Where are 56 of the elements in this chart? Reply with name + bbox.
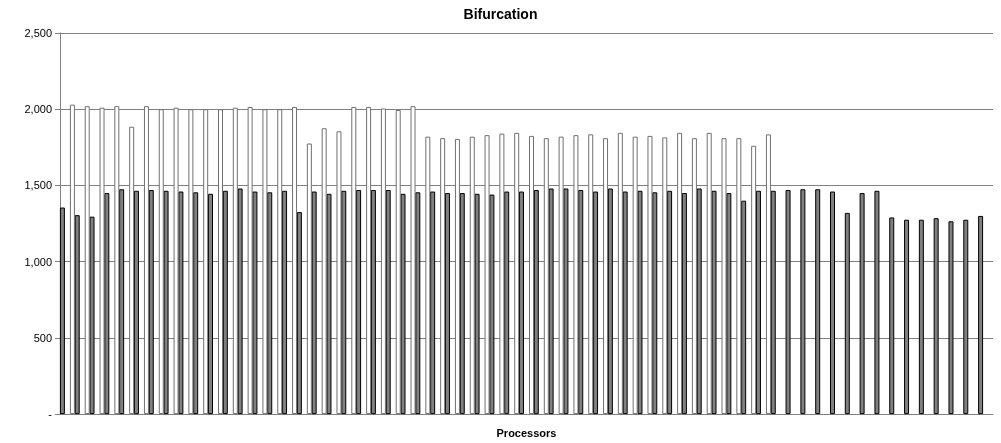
bar — [292, 106, 298, 415]
bar — [84, 106, 90, 415]
bar — [232, 107, 238, 415]
bar — [158, 109, 164, 415]
bar — [543, 138, 549, 415]
bar — [366, 106, 372, 415]
bar — [336, 131, 342, 415]
y-tick-label: 1,000 — [24, 255, 52, 268]
bar — [351, 106, 357, 415]
bar — [129, 126, 135, 415]
bar — [321, 128, 327, 415]
bar — [203, 109, 209, 415]
bar — [484, 135, 490, 415]
bar — [173, 107, 179, 415]
bar — [380, 108, 386, 415]
bar — [440, 138, 446, 415]
bar — [514, 132, 520, 415]
bar — [691, 138, 697, 415]
bar — [277, 109, 283, 415]
bar — [425, 136, 431, 415]
bar — [558, 136, 564, 415]
bar — [721, 138, 727, 415]
bar — [306, 143, 312, 415]
y-tick-label: 2,000 — [24, 103, 52, 116]
bar — [529, 135, 534, 415]
bar — [188, 109, 194, 415]
bar — [677, 132, 683, 415]
y-tick-label: 500 — [33, 331, 52, 344]
bar — [218, 109, 223, 415]
bar — [499, 133, 505, 415]
bar — [395, 109, 401, 415]
bar — [99, 107, 105, 415]
bar — [647, 135, 653, 415]
bar — [751, 145, 757, 415]
bar — [573, 135, 579, 415]
y-tick-label: - — [48, 408, 53, 421]
bar — [603, 138, 609, 415]
bar — [114, 106, 120, 415]
bar — [469, 136, 475, 415]
y-tick-label: 2,500 — [24, 27, 52, 39]
bar — [706, 132, 712, 415]
bar — [617, 132, 623, 415]
bar — [143, 106, 149, 415]
bar — [765, 134, 771, 415]
bar — [736, 138, 742, 415]
bar — [247, 106, 253, 415]
bar — [410, 106, 416, 415]
bar — [632, 136, 638, 415]
bar — [662, 137, 668, 415]
x-axis-title: Processors — [496, 426, 557, 439]
bar — [69, 104, 75, 415]
y-tick-label: 1,500 — [24, 179, 52, 192]
bar — [454, 138, 460, 415]
chart-title: Bifurcation — [463, 6, 538, 22]
bar — [588, 134, 594, 415]
bar — [262, 109, 268, 415]
